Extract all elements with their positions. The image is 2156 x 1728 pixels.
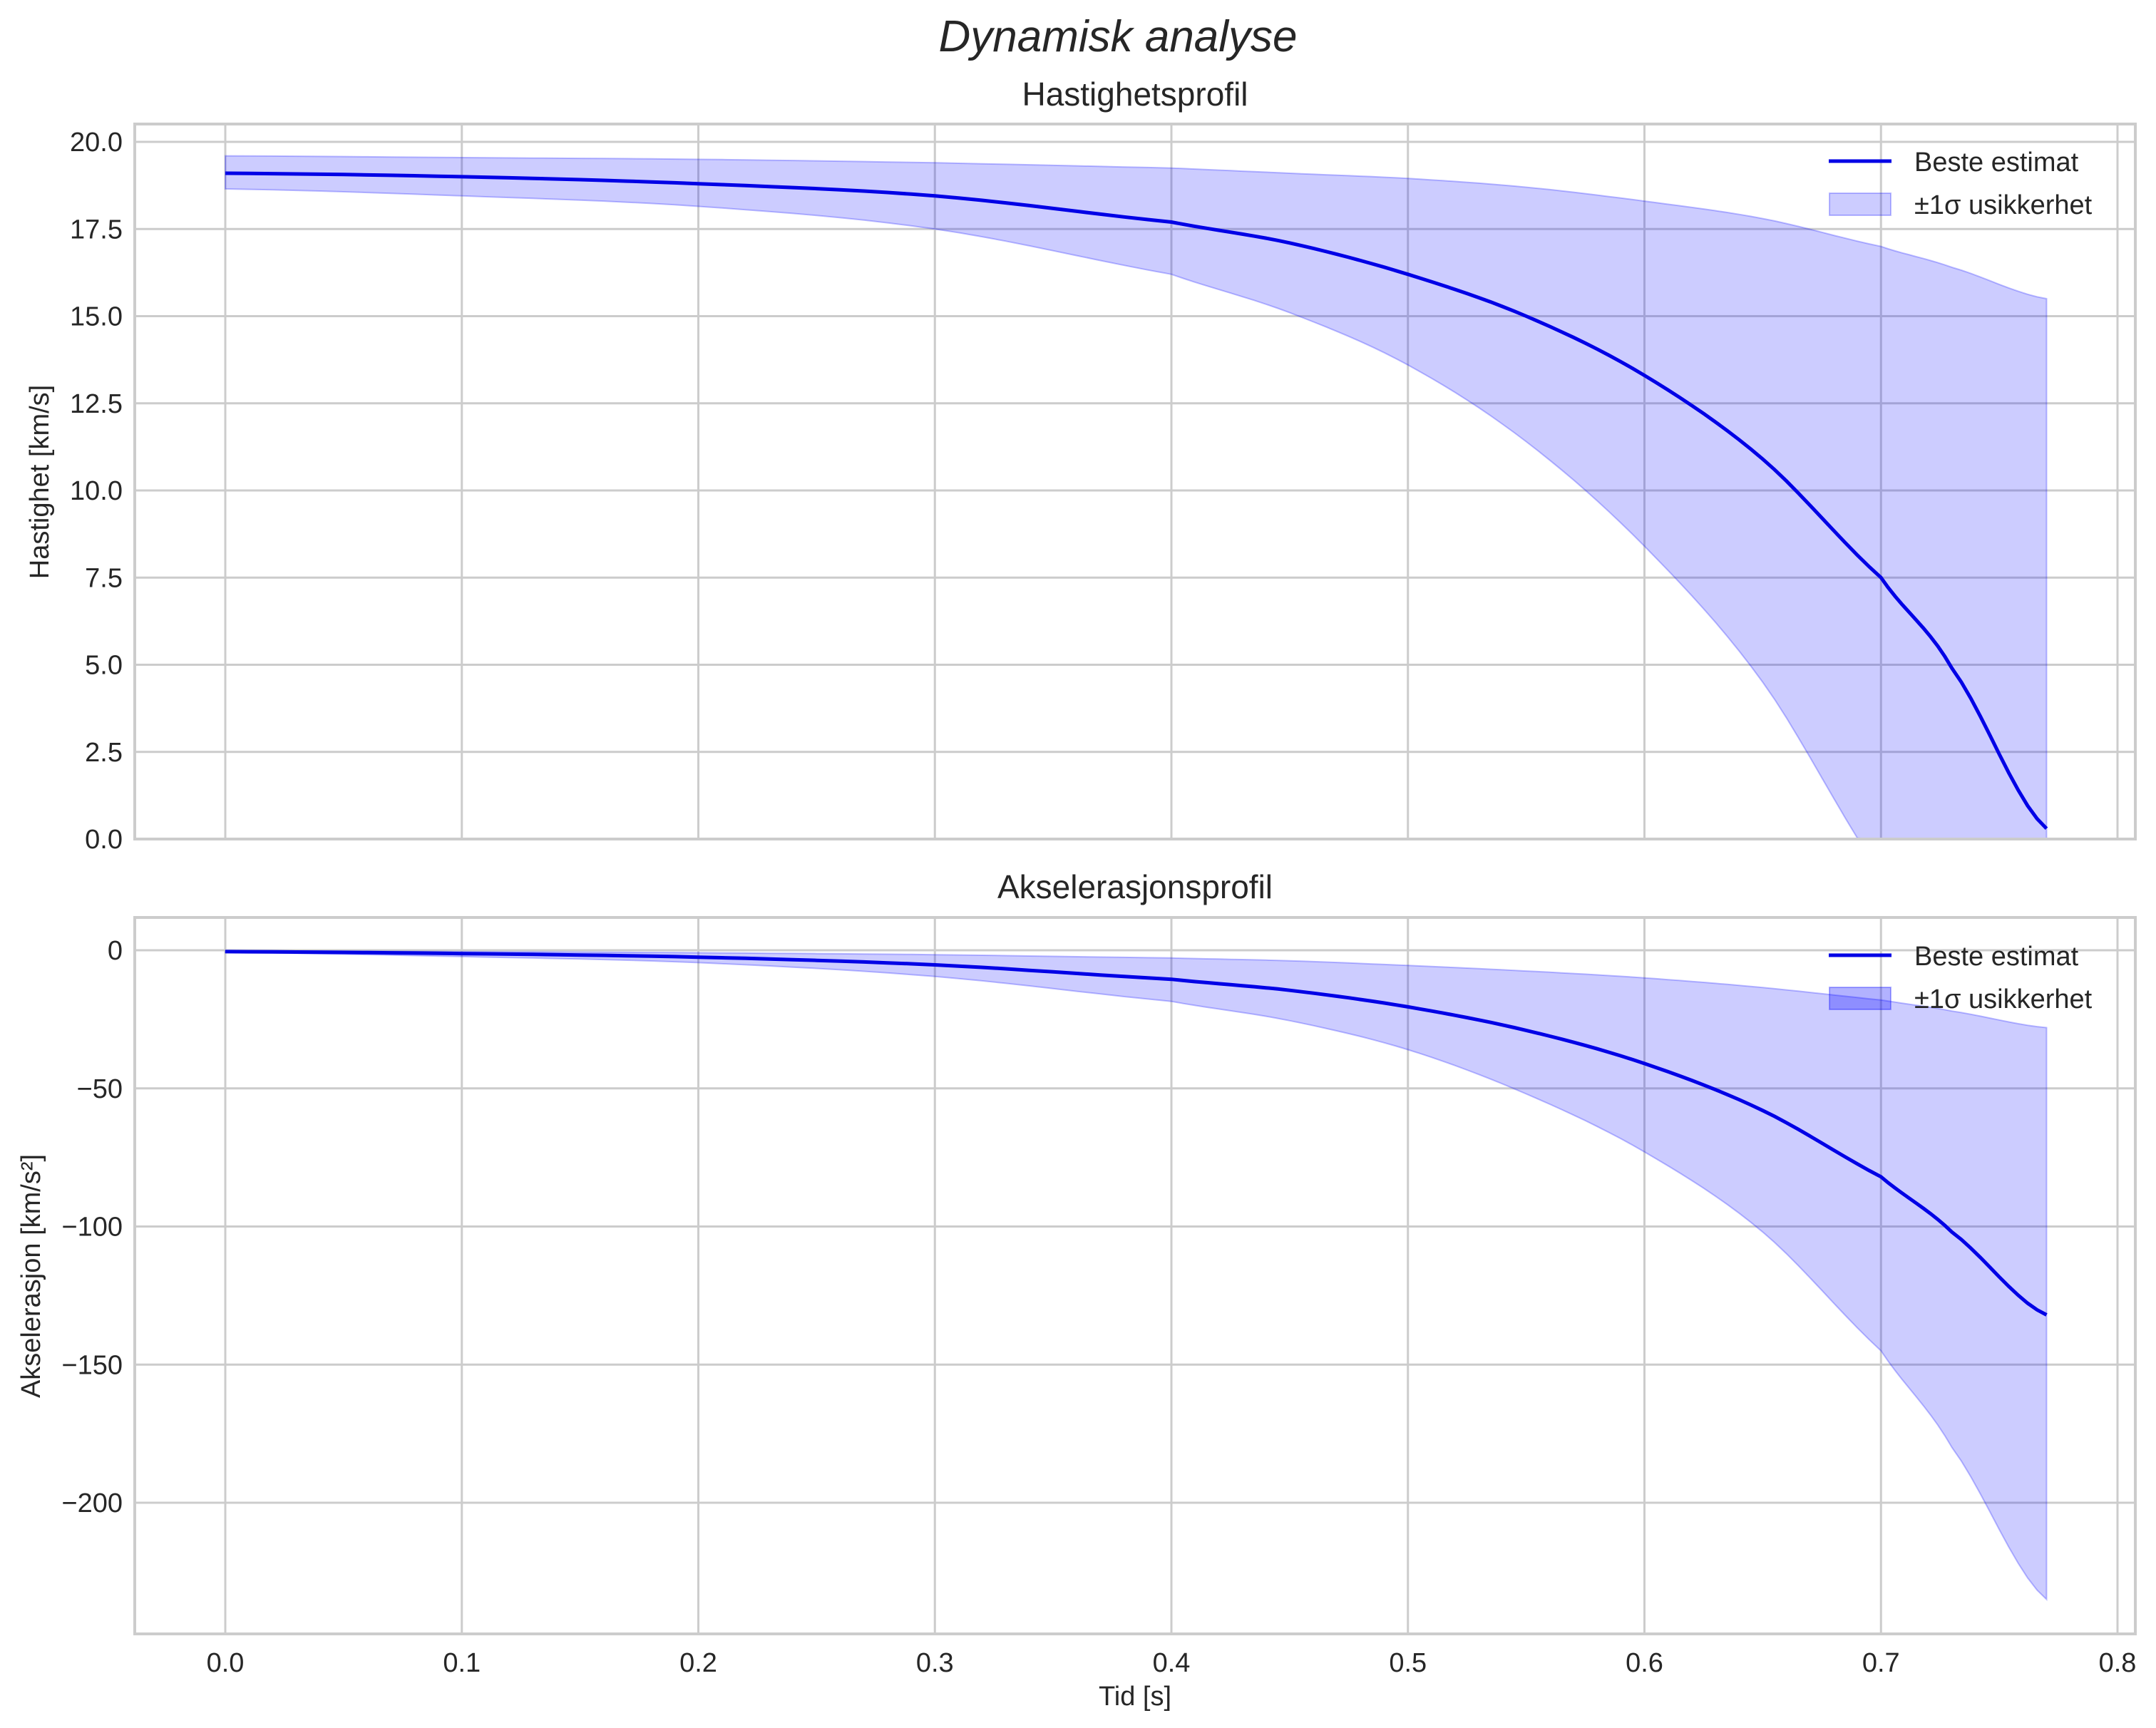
y-tick-label: −200 bbox=[61, 1488, 123, 1518]
figure-title: Dynamisk analyse bbox=[938, 12, 1297, 61]
y-tick-label: 12.5 bbox=[70, 389, 123, 419]
acceleration-subplot: Akselerasjonsprofil 0 −50 −100 −150 −200 0.0… bbox=[16, 868, 2137, 1712]
x-tick-label: 0.5 bbox=[1389, 1648, 1427, 1678]
x-tick-label: 0.4 bbox=[1153, 1648, 1191, 1678]
acceleration-axes-frame bbox=[133, 916, 2137, 1635]
velocity-best-estimate-line bbox=[225, 171, 2048, 830]
time-x-ticks: 0.0 0.1 0.2 0.3 0.4 0.5 0.6 0.7 0.8 bbox=[207, 1648, 2137, 1678]
velocity-y-axis-label: Hastighet [km/s] bbox=[25, 385, 55, 579]
legend-band-icon bbox=[1829, 987, 1891, 1010]
acceleration-best-estimate-line bbox=[225, 950, 2048, 1317]
y-tick-label: −100 bbox=[61, 1213, 123, 1243]
legend-band-icon bbox=[1829, 192, 1891, 216]
acceleration-plot-title: Akselerasjonsprofil bbox=[997, 868, 1273, 905]
x-tick-label: 0.0 bbox=[207, 1648, 245, 1678]
y-tick-label: 0 bbox=[108, 936, 123, 966]
acceleration-legend: Beste estimat ±1σ usikkerhet bbox=[1829, 942, 2093, 1014]
acceleration-y-axis-label: Akselerasjon [km/s²] bbox=[16, 1154, 46, 1398]
legend-band-label: ±1σ usikkerhet bbox=[1914, 190, 2093, 220]
legend-line-label: Beste estimat bbox=[1914, 148, 2079, 178]
velocity-legend: Beste estimat ±1σ usikkerhet bbox=[1829, 148, 2093, 220]
x-tick-label: 0.3 bbox=[916, 1648, 954, 1678]
legend-band-label: ±1σ usikkerhet bbox=[1914, 984, 2093, 1014]
velocity-y-ticks: 0.0 2.5 5.0 7.5 10.0 12.5 15.0 17.5 20.0 bbox=[70, 128, 123, 855]
y-tick-label: 20.0 bbox=[70, 128, 123, 158]
y-tick-label: 0.0 bbox=[85, 825, 123, 855]
velocity-uncertainty-band bbox=[225, 155, 2048, 840]
x-tick-label: 0.6 bbox=[1626, 1648, 1663, 1678]
y-tick-label: −50 bbox=[77, 1074, 123, 1104]
acceleration-grid bbox=[135, 917, 2135, 1634]
velocity-plot-title: Hastighetsprofil bbox=[1022, 76, 1248, 113]
legend-line-label: Beste estimat bbox=[1914, 942, 2079, 972]
x-tick-label: 0.7 bbox=[1862, 1648, 1900, 1678]
x-tick-label: 0.2 bbox=[679, 1648, 717, 1678]
y-tick-label: 17.5 bbox=[70, 215, 123, 245]
y-tick-label: 7.5 bbox=[85, 563, 123, 593]
y-tick-label: 15.0 bbox=[70, 302, 123, 332]
y-tick-label: 10.0 bbox=[70, 476, 123, 506]
acceleration-uncertainty-band bbox=[225, 950, 2048, 1601]
x-tick-label: 0.8 bbox=[2099, 1648, 2137, 1678]
time-x-axis-label: Tid [s] bbox=[1099, 1682, 1171, 1712]
y-tick-label: 2.5 bbox=[85, 738, 123, 768]
x-tick-label: 0.1 bbox=[443, 1648, 481, 1678]
velocity-axes-frame bbox=[133, 123, 2137, 840]
velocity-subplot: Hastighetsprofil 0.0 2.5 5.0 7.5 10.0 12.5 15.… bbox=[25, 76, 2137, 855]
acceleration-y-ticks: 0 −50 −100 −150 −200 bbox=[61, 936, 123, 1518]
y-tick-label: 5.0 bbox=[85, 651, 123, 681]
y-tick-label: −150 bbox=[61, 1350, 123, 1380]
velocity-grid bbox=[135, 124, 2135, 840]
